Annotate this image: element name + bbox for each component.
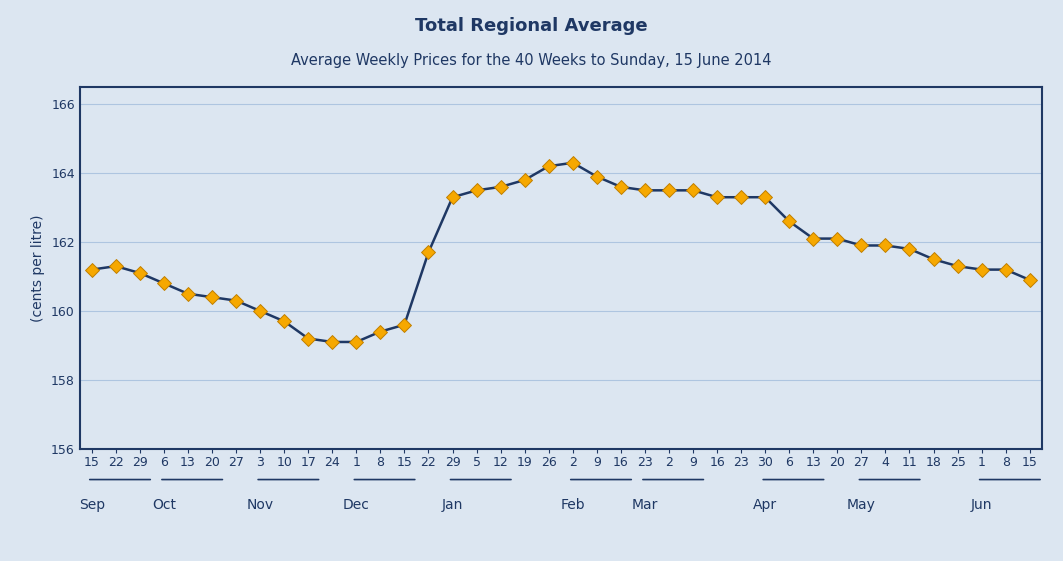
Text: Average Weekly Prices for the 40 Weeks to Sunday, 15 June 2014: Average Weekly Prices for the 40 Weeks t… <box>291 53 772 68</box>
Point <box>853 241 870 250</box>
Point <box>348 338 365 347</box>
Point <box>372 327 389 336</box>
Point <box>180 289 197 298</box>
Point <box>829 234 846 243</box>
Point <box>492 182 509 191</box>
Point <box>757 193 774 202</box>
Point <box>660 186 677 195</box>
Point <box>949 261 966 270</box>
Point <box>564 158 581 167</box>
Point <box>275 317 292 326</box>
Point <box>588 172 605 181</box>
Y-axis label: (cents per litre): (cents per litre) <box>32 214 46 321</box>
Point <box>420 248 437 257</box>
Point <box>925 255 942 264</box>
Point <box>612 182 629 191</box>
Point <box>252 306 269 315</box>
Point <box>132 269 149 278</box>
Point <box>901 245 918 254</box>
Point <box>1022 275 1039 284</box>
Point <box>732 193 749 202</box>
Point <box>468 186 485 195</box>
Point <box>444 193 461 202</box>
Point <box>517 176 534 185</box>
Point <box>300 334 317 343</box>
Text: Total Regional Average: Total Regional Average <box>416 17 647 35</box>
Point <box>709 193 726 202</box>
Point <box>637 186 654 195</box>
Point <box>227 296 244 305</box>
Point <box>780 217 797 226</box>
Point <box>107 261 124 270</box>
Point <box>877 241 894 250</box>
Point <box>83 265 100 274</box>
Point <box>155 279 172 288</box>
Point <box>324 338 341 347</box>
Point <box>997 265 1014 274</box>
Point <box>973 265 990 274</box>
Point <box>395 320 412 329</box>
Point <box>203 293 220 302</box>
Point <box>540 162 557 171</box>
Point <box>805 234 822 243</box>
Point <box>685 186 702 195</box>
